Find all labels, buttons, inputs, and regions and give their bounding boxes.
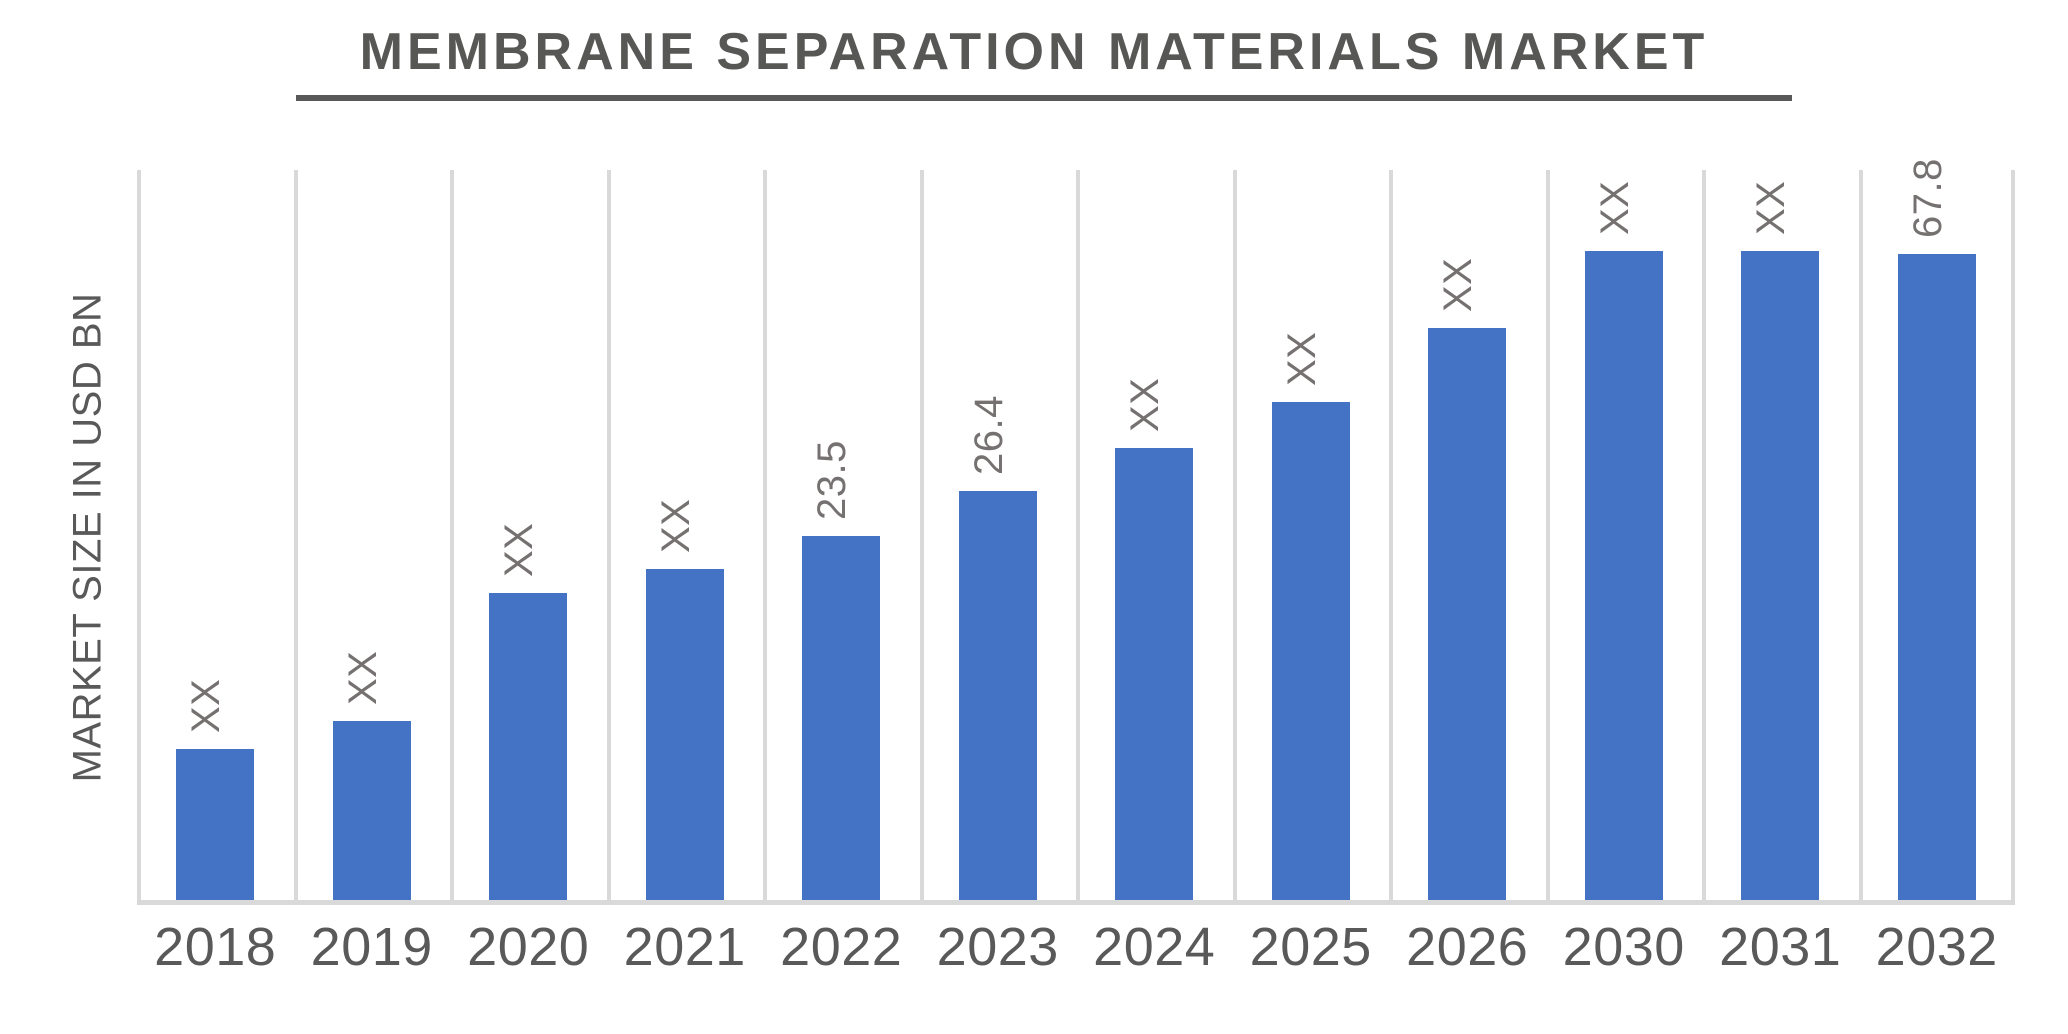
bar-data-label: XX xyxy=(497,522,542,577)
x-tick-label: 2018 xyxy=(154,917,277,977)
title-underline xyxy=(296,95,1792,101)
bar[interactable] xyxy=(645,569,724,903)
gridline xyxy=(1076,170,1080,903)
bar-slot: XX xyxy=(294,170,451,903)
bar-slot: XX xyxy=(1389,170,1546,903)
bar[interactable] xyxy=(489,593,568,903)
gridline xyxy=(919,170,924,903)
gridline xyxy=(293,170,298,903)
bar-data-label: XX xyxy=(1279,331,1324,386)
bar[interactable] xyxy=(1271,402,1350,903)
bar-slot: XX xyxy=(450,170,607,903)
bar-slot: 67.8 xyxy=(1859,158,2016,903)
bar[interactable] xyxy=(958,491,1037,903)
bar[interactable] xyxy=(1897,254,1976,903)
bar-slot: 23.5 xyxy=(763,170,920,903)
plot-area: XX XX XX XX 23.5 26.4 XX XX XX XX XX 67.8 xyxy=(137,158,2016,903)
bar-slot: XX xyxy=(1233,170,1390,903)
bar-data-label: XX xyxy=(340,650,385,705)
bar-data-label: XX xyxy=(1749,180,1794,235)
bar[interactable] xyxy=(1115,448,1194,903)
gridline xyxy=(2011,170,2015,903)
bar-slot: XX xyxy=(607,170,764,903)
x-tick-label: 2032 xyxy=(1875,917,1998,977)
bar[interactable] xyxy=(332,721,411,903)
bar-data-label: 67.8 xyxy=(1905,158,1950,238)
bar[interactable] xyxy=(802,536,881,903)
bar[interactable] xyxy=(1428,328,1507,903)
x-tick-label: 2031 xyxy=(1719,917,1842,977)
x-tick-label: 2020 xyxy=(467,917,590,977)
gridline xyxy=(450,170,454,903)
x-tick-label: 2023 xyxy=(936,917,1059,977)
bar-data-label: XX xyxy=(1592,180,1637,235)
bar-data-label: XX xyxy=(1436,257,1481,312)
bar-data-label: XX xyxy=(1123,377,1168,432)
chart-title: MEMBRANE SEPARATION MATERIALS MARKET xyxy=(359,23,1709,81)
bar[interactable] xyxy=(1741,251,1820,903)
x-tick-label: 2025 xyxy=(1249,917,1372,977)
gridline xyxy=(1858,170,1863,903)
gridline xyxy=(1702,170,1706,903)
bar-data-label: 23.5 xyxy=(810,440,855,520)
x-axis-baseline xyxy=(137,900,2015,905)
bar[interactable] xyxy=(1584,251,1663,903)
bar-slot: XX xyxy=(137,170,294,903)
gridline xyxy=(1232,170,1237,903)
bar-data-label: XX xyxy=(653,498,698,553)
bar-slot: XX xyxy=(1546,170,1703,903)
bar-slot: 26.4 xyxy=(920,170,1077,903)
bar-data-label: 26.4 xyxy=(966,395,1011,475)
gridline xyxy=(1389,170,1393,903)
gridline xyxy=(606,170,611,903)
x-tick-label: 2021 xyxy=(623,917,746,977)
y-axis-title: MARKET SIZE IN USD BN xyxy=(65,292,110,783)
x-tick-label: 2022 xyxy=(780,917,903,977)
x-tick-label: 2019 xyxy=(310,917,433,977)
x-tick-label: 2024 xyxy=(1093,917,1216,977)
x-tick-label: 2026 xyxy=(1406,917,1529,977)
x-tick-label: 2030 xyxy=(1562,917,1685,977)
gridline xyxy=(763,170,767,903)
bar-data-label: XX xyxy=(184,678,229,733)
x-axis-tick-labels: 2018 2019 2020 2021 2022 2023 2024 2025 2026 2030… xyxy=(137,916,2015,996)
gridline xyxy=(1545,170,1550,903)
bar-slot: XX xyxy=(1076,170,1233,903)
bar[interactable] xyxy=(176,749,255,903)
bar-slot: XX xyxy=(1702,170,1859,903)
gridline xyxy=(137,170,141,903)
